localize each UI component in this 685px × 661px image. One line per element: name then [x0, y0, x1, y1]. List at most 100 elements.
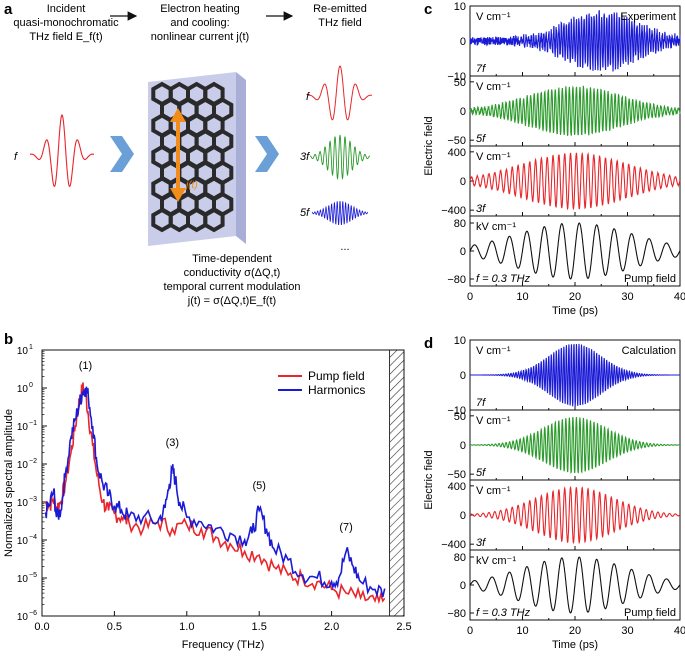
chartC-label-2: 3f	[476, 203, 486, 215]
col2-line3: nonlinear current j(t)	[151, 31, 249, 43]
ylabel-b: Normalized spectral amplitude	[3, 409, 15, 557]
output-label-3f: 3f	[300, 151, 310, 163]
chartD-unit-0: V cm⁻¹	[476, 345, 511, 357]
output-label-5f: 5f	[300, 207, 310, 219]
ytick-exp-b-7: 1	[29, 344, 33, 351]
axes-box-b	[41, 349, 405, 617]
ytick-base-b-2: 10	[17, 536, 29, 547]
ytick-label-b-6: 10	[17, 384, 29, 395]
chartC-xlabel: Time (ps)	[552, 305, 598, 317]
ytick-base-b-7: 10	[17, 346, 29, 357]
chartD-ytick-label-1-2: −50	[447, 469, 466, 481]
chartC-label-0: 7f	[476, 63, 486, 75]
panel-label-c: c	[424, 1, 432, 18]
graphene-sheet: j(t)	[148, 72, 246, 246]
chartD-trace-0	[470, 343, 680, 407]
chartD-xtick-label-2: 20	[569, 625, 581, 637]
ytick-exp-b-4: −2	[29, 458, 37, 465]
chartD-ytick-label-3-0: 80	[454, 552, 466, 564]
ytick-exp-b-2: −4	[29, 534, 37, 541]
legend-label-0: Pump field	[308, 369, 365, 383]
ytick-exp-b-6: 0	[29, 382, 33, 389]
panel-a: a Incident quasi-monochromatic THz field…	[4, 1, 373, 307]
hexagon-35	[203, 207, 225, 233]
output-pulse-3f	[310, 134, 370, 181]
xtick-label-b-3: 1.5	[252, 621, 267, 633]
ytick-exp-b-1: −5	[29, 572, 37, 579]
chevron-right-icon-2	[255, 136, 279, 172]
chartC-ytick-label-3-1: 0	[460, 246, 466, 258]
ytick-base-b-3: 10	[17, 498, 29, 509]
series-harmonics	[44, 386, 386, 598]
col1-line2: quasi-monochromatic	[13, 17, 119, 29]
chartC-xtick-label-0: 0	[467, 291, 473, 303]
ytick-exp-b-5: −1	[29, 420, 37, 427]
chartC-xtick-label-2: 20	[569, 291, 581, 303]
chartD-xtick-label-4: 40	[674, 625, 685, 637]
chartC-ytick-label-0-1: 0	[460, 36, 466, 48]
xtick-label-b-4: 2.0	[324, 621, 339, 633]
col1-line3: THz field E_f(t)	[29, 31, 102, 43]
chartD-trace-1	[470, 416, 680, 474]
ytick-exp-b-3: −3	[29, 496, 37, 503]
chartC-label-3: f = 0.3 THz	[476, 273, 531, 285]
ytick-base-b-0: 10	[17, 612, 29, 623]
col3-line1: Re-emitted	[313, 3, 367, 15]
chartC-note-3: Pump field	[624, 273, 676, 285]
ytick-label-b-7: 10	[17, 346, 29, 357]
ytick-label-b-4: 10	[17, 460, 29, 471]
chartD-ytick-label-2-1: 0	[460, 510, 466, 522]
output-label-f: f	[306, 91, 310, 103]
chartD-label-2: 3f	[476, 537, 486, 549]
xtick-label-b-2: 1.0	[179, 621, 194, 633]
chartC-ytick-label-0-0: 10	[454, 1, 466, 13]
chartC-ylabel: Electric field	[423, 116, 435, 175]
chartC-xtick-label-3: 30	[621, 291, 633, 303]
chartD-ylabel: Electric field	[423, 450, 435, 509]
chartC-xtick-label-4: 40	[674, 291, 685, 303]
chartC-ytick-label-2-0: 400	[448, 147, 466, 159]
input-label: f	[14, 151, 18, 163]
annotation-2: (5)	[252, 480, 265, 492]
chartD-ytick-label-1-0: 50	[454, 411, 466, 423]
chartD-ytick-label-3-1: 0	[460, 580, 466, 592]
chartC-unit-0: V cm⁻¹	[476, 11, 511, 23]
chartC-ytick-label-3-0: 80	[454, 218, 466, 230]
ytick-exp-b-0: −6	[29, 610, 37, 617]
panel-label-a: a	[4, 1, 13, 18]
xtick-label-b-0: 0.0	[34, 621, 49, 633]
ytick-label-b-3: 10	[17, 498, 29, 509]
annotation-0: (1)	[79, 360, 92, 372]
schematic-col1: Incident quasi-monochromatic THz field E…	[13, 3, 119, 43]
chartC-xtick-label-1: 10	[516, 291, 528, 303]
chartC-trace-1	[469, 85, 681, 137]
chartD-ytick-label-1-1: 0	[460, 440, 466, 452]
chartD-unit-3: kV cm⁻¹	[476, 555, 516, 567]
chartC-ytick-label-2-2: −400	[441, 205, 466, 217]
xlabel-b: Frequency (THz)	[182, 639, 265, 651]
chartD-ytick-label-0-0: 10	[454, 335, 466, 347]
chartD-note-3: Pump field	[624, 607, 676, 619]
chartC-label-1: 5f	[476, 133, 486, 145]
chartC-ytick-label-2-1: 0	[460, 176, 466, 188]
chartC-trace-2	[469, 151, 681, 211]
chartC-ytick-label-0-2: −10	[447, 71, 466, 83]
ellipsis: ...	[340, 241, 349, 253]
chartD-label-3: f = 0.3 THz	[476, 607, 531, 619]
panel-label-d: d	[424, 335, 433, 352]
chartC-ytick-label-1-2: −50	[447, 135, 466, 147]
chartD-trace-3	[469, 556, 681, 614]
chartC-ytick-label-1-1: 0	[460, 106, 466, 118]
chartD-label-0: 7f	[476, 397, 486, 409]
chartD-ytick-label-0-2: −10	[447, 405, 466, 417]
output-pulse-5f	[311, 200, 369, 225]
schematic-col3: Re-emitted THz field	[313, 3, 367, 29]
bottom-line4: j(t) = σ(ΔQ,t)E_f(t)	[187, 295, 276, 307]
ytick-base-b-1: 10	[17, 574, 29, 585]
xtick-label-b-1: 0.5	[107, 621, 122, 633]
annotation-3: (7)	[339, 521, 352, 533]
